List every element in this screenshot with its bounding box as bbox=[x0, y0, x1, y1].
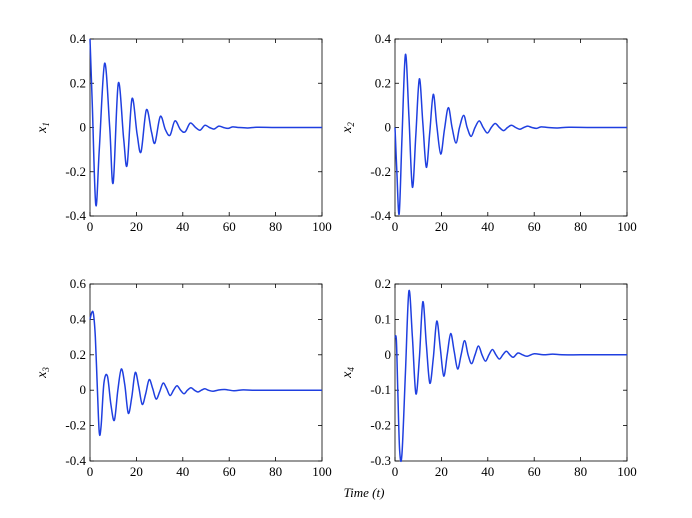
y-tick-label: 0.4 bbox=[375, 31, 392, 46]
x-tick-label: 40 bbox=[176, 219, 189, 234]
plot-frame bbox=[394, 283, 628, 462]
x-tick-label: 0 bbox=[392, 464, 399, 479]
y-axis-label-subscript: 3 bbox=[41, 367, 51, 373]
x-tick-label: 40 bbox=[176, 464, 189, 479]
y-tick-label: 0.2 bbox=[375, 75, 391, 90]
x-tick-label: 0 bbox=[87, 464, 94, 479]
x-tick-label: 0 bbox=[392, 219, 399, 234]
y-tick-label: 0.4 bbox=[70, 311, 87, 326]
y-axis-label-base: x bbox=[340, 371, 355, 379]
y-axis-label-subscript: 1 bbox=[41, 122, 51, 127]
x-tick-label: 80 bbox=[574, 219, 587, 234]
subplot-1: 0 20 40 60 80 100 -0.4 -0.2 0 0.2 0.4 x1 bbox=[35, 31, 332, 234]
y-tick-label: -0.4 bbox=[370, 208, 391, 223]
y-tick-label: 0.2 bbox=[375, 276, 391, 291]
y-tick-label: 0.2 bbox=[70, 347, 86, 362]
y-axis-label: x4 bbox=[340, 367, 356, 379]
x-tick-label: 100 bbox=[312, 219, 332, 234]
y-tick-label: 0 bbox=[80, 120, 87, 135]
x-tick-label: 100 bbox=[617, 219, 637, 234]
y-axis-label: x2 bbox=[340, 122, 356, 134]
y-tick-label: -0.2 bbox=[370, 418, 391, 433]
y-tick-label: 0.4 bbox=[70, 31, 87, 46]
x-tick-label: 20 bbox=[435, 219, 448, 234]
y-tick-label: -0.4 bbox=[65, 453, 86, 468]
y-axis-label-base: x bbox=[35, 371, 50, 379]
x-tick-label: 60 bbox=[223, 464, 236, 479]
series-line bbox=[394, 289, 627, 463]
subplot-2: 0 20 40 60 80 100 -0.4 -0.2 0 0.2 0.4 x2 bbox=[340, 31, 637, 234]
y-tick-label: 0 bbox=[385, 347, 392, 362]
x-tick-label: 40 bbox=[481, 219, 494, 234]
y-tick-label: 0 bbox=[80, 382, 87, 397]
y-tick-label: -0.4 bbox=[65, 208, 86, 223]
y-tick-label: -0.3 bbox=[370, 453, 391, 468]
y-axis-label-subscript: 4 bbox=[346, 367, 356, 372]
x-tick-label: 0 bbox=[87, 219, 94, 234]
series-line bbox=[89, 310, 322, 436]
x-tick-label: 20 bbox=[130, 219, 143, 234]
plot-frame bbox=[89, 283, 323, 462]
x-axis-label: Time (t) bbox=[344, 485, 385, 500]
series-line bbox=[89, 38, 322, 207]
x-tick-label: 20 bbox=[435, 464, 448, 479]
series-line bbox=[394, 53, 628, 215]
y-tick-label: 0.6 bbox=[70, 276, 87, 291]
x-tick-label: 60 bbox=[528, 464, 541, 479]
y-tick-label: 0 bbox=[385, 120, 392, 135]
x-tick-label: 80 bbox=[269, 464, 282, 479]
x-tick-label: 40 bbox=[481, 464, 494, 479]
y-axis-label: x1 bbox=[35, 122, 51, 134]
y-tick-label: -0.2 bbox=[65, 418, 86, 433]
x-tick-label: 60 bbox=[223, 219, 236, 234]
subplot-4: 0 20 40 60 80 100 -0.3 -0.2 -0.1 0 0.1 0.2 x4 bbox=[340, 276, 637, 479]
y-tick-label: -0.2 bbox=[65, 164, 86, 179]
y-axis-label-subscript: 2 bbox=[346, 122, 356, 127]
y-tick-label: 0.2 bbox=[70, 75, 86, 90]
x-tick-label: 60 bbox=[528, 219, 541, 234]
y-axis-label-base: x bbox=[340, 126, 355, 134]
y-tick-label: -0.1 bbox=[370, 382, 391, 397]
x-tick-label: 80 bbox=[269, 219, 282, 234]
x-tick-label: 100 bbox=[312, 464, 332, 479]
x-tick-label: 100 bbox=[617, 464, 637, 479]
y-axis-label-base: x bbox=[35, 126, 50, 134]
x-tick-label: 20 bbox=[130, 464, 143, 479]
y-axis-label: x3 bbox=[35, 367, 51, 379]
y-tick-label: -0.2 bbox=[370, 164, 391, 179]
subplot-3: 0 20 40 60 80 100 -0.4 -0.2 0 0.2 0.4 0.6 x3 bbox=[35, 276, 332, 479]
y-tick-label: 0.1 bbox=[375, 311, 391, 326]
x-tick-label: 80 bbox=[574, 464, 587, 479]
